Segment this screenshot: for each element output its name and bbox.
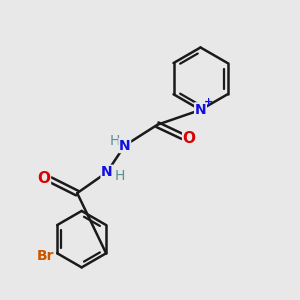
Text: Br: Br <box>37 249 55 263</box>
Text: H: H <box>109 134 119 148</box>
Text: O: O <box>183 130 196 146</box>
Text: N: N <box>195 103 206 117</box>
Text: +: + <box>204 97 214 106</box>
Text: N: N <box>119 139 130 152</box>
Text: O: O <box>38 171 50 186</box>
Text: H: H <box>114 169 124 183</box>
Text: N: N <box>101 165 113 179</box>
